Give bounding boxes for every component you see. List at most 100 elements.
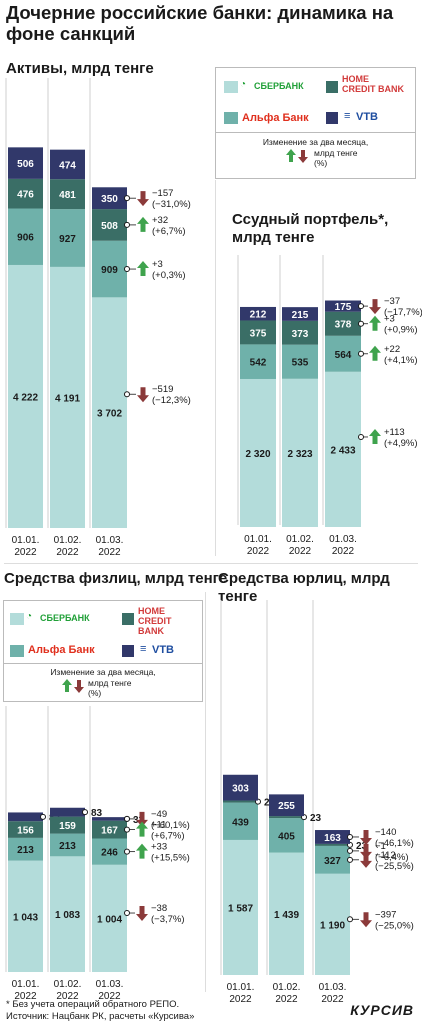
bar-alfa bbox=[8, 837, 43, 861]
change-value: +11 bbox=[151, 820, 166, 831]
alfa-legend-swatch bbox=[224, 112, 238, 124]
home-legend-label: HOME CREDIT BANK bbox=[342, 74, 404, 94]
tick-label: 2022 bbox=[14, 991, 37, 1002]
tick-label: 01.03. bbox=[319, 982, 347, 993]
tick-label: 01.01. bbox=[244, 534, 272, 545]
change-value: −112 bbox=[375, 850, 396, 861]
up-down-arrows-icon bbox=[286, 149, 308, 163]
bar-home bbox=[315, 843, 350, 846]
data-label: 1 043 bbox=[13, 912, 38, 923]
home-legend-swatch-2 bbox=[122, 613, 134, 625]
data-label: 246 bbox=[101, 848, 118, 859]
bar-alfa bbox=[325, 335, 361, 372]
data-label: 405 bbox=[278, 831, 295, 842]
data-label: 508 bbox=[101, 221, 118, 232]
change-pct: (−31,0%) bbox=[152, 199, 191, 210]
change-value: +22 bbox=[384, 344, 400, 355]
change-dot bbox=[124, 848, 130, 855]
tick-label: 01.03. bbox=[329, 534, 357, 545]
data-label: 506 bbox=[17, 159, 34, 170]
data-label: 303 bbox=[232, 784, 249, 795]
callout-dot bbox=[82, 809, 88, 816]
change-dot bbox=[347, 916, 353, 923]
tick-label: 2022 bbox=[56, 547, 79, 558]
data-label: 1 083 bbox=[55, 910, 80, 921]
bar-home bbox=[92, 209, 127, 241]
change-value: −1 bbox=[375, 841, 386, 852]
bar-home bbox=[92, 820, 127, 839]
bar-vtb bbox=[240, 306, 276, 321]
vtb-legend-label: VTB bbox=[356, 111, 378, 123]
legend-change-title-2: Изменение за два месяца, bbox=[50, 667, 156, 677]
footnote: * Без учета операций обратного РЕПО. bbox=[6, 999, 180, 1010]
change-pct: (+4,9%) bbox=[384, 438, 418, 449]
change-dot bbox=[124, 826, 130, 833]
bar-sber bbox=[325, 371, 361, 527]
change-dot bbox=[358, 433, 364, 440]
arrow-down-icon bbox=[136, 811, 148, 827]
data-label: 213 bbox=[17, 845, 34, 856]
bar-alfa bbox=[92, 240, 127, 298]
bar-vtb bbox=[8, 147, 43, 179]
bar-vtb bbox=[50, 807, 85, 817]
arrow-up-icon bbox=[136, 843, 148, 859]
bar-sber bbox=[269, 852, 304, 975]
data-label: 2 323 bbox=[287, 449, 312, 460]
change-dot bbox=[347, 856, 353, 863]
change-dot bbox=[124, 221, 130, 228]
change-dot bbox=[124, 391, 130, 398]
data-label: 167 bbox=[101, 826, 118, 837]
change-dot bbox=[124, 910, 130, 917]
bar-vtb bbox=[223, 774, 258, 801]
vtb-logo-icon-2: ≡ bbox=[140, 643, 147, 655]
legend-top: ◔ СБЕРБАНК HOME CREDIT BANK Альфа Банк ≡… bbox=[215, 67, 416, 179]
change-value: +32 bbox=[152, 215, 168, 226]
arrow-up-icon bbox=[369, 345, 381, 361]
legend-change-units-2: млрд тенге bbox=[88, 678, 132, 688]
bar-alfa bbox=[240, 344, 276, 379]
bar-vtb bbox=[50, 149, 85, 180]
data-label: 23 bbox=[356, 841, 368, 852]
tick-label: 01.01. bbox=[227, 982, 255, 993]
data-label: 542 bbox=[250, 358, 267, 369]
vtb-legend-swatch-2 bbox=[122, 645, 134, 657]
bar-alfa bbox=[269, 818, 304, 853]
panel-divider bbox=[205, 592, 206, 992]
bar-sber bbox=[8, 860, 43, 972]
data-label: 439 bbox=[232, 817, 249, 828]
data-label: 2 433 bbox=[330, 445, 355, 456]
tick-label: 01.02. bbox=[273, 982, 301, 993]
data-label: 4 191 bbox=[55, 393, 80, 404]
arrow-down-icon bbox=[137, 387, 149, 403]
data-label: 23 bbox=[310, 813, 322, 824]
bar-alfa bbox=[282, 344, 318, 379]
arrow-down-icon bbox=[137, 191, 149, 207]
sber-legend-label: СБЕРБАНК bbox=[254, 81, 304, 91]
data-label: 327 bbox=[324, 856, 341, 867]
bar-alfa bbox=[92, 838, 127, 865]
bar-sber bbox=[240, 378, 276, 527]
tick-label: 01.02. bbox=[54, 979, 82, 990]
data-label: 4 222 bbox=[13, 392, 38, 403]
bar-alfa bbox=[50, 209, 85, 267]
sber-logo-icon-2: ◔ bbox=[26, 611, 33, 622]
bar-home bbox=[240, 320, 276, 345]
data-label: 373 bbox=[292, 329, 309, 340]
arrow-up-icon bbox=[369, 315, 381, 331]
data-label: 906 bbox=[17, 233, 34, 244]
legend-change-pct-2: (%) bbox=[88, 688, 102, 698]
change-value: +3 bbox=[152, 259, 163, 270]
legend-bottom: ◔ СБЕРБАНК HOME CREDIT BANK Альфа Банк ≡… bbox=[3, 600, 203, 702]
tick-label: 2022 bbox=[229, 994, 252, 1004]
home-legend-label-2: HOME CREDIT BANK bbox=[138, 606, 172, 636]
arrow-down-icon bbox=[360, 912, 372, 928]
data-label: 481 bbox=[59, 190, 76, 201]
vtb-legend-label-2: VTB bbox=[152, 644, 174, 656]
change-pct: (−60,1%) bbox=[151, 820, 190, 831]
data-label: 927 bbox=[59, 234, 76, 245]
change-pct: (−46,1%) bbox=[375, 838, 414, 849]
bar-alfa bbox=[50, 833, 85, 857]
bar-home bbox=[50, 816, 85, 834]
